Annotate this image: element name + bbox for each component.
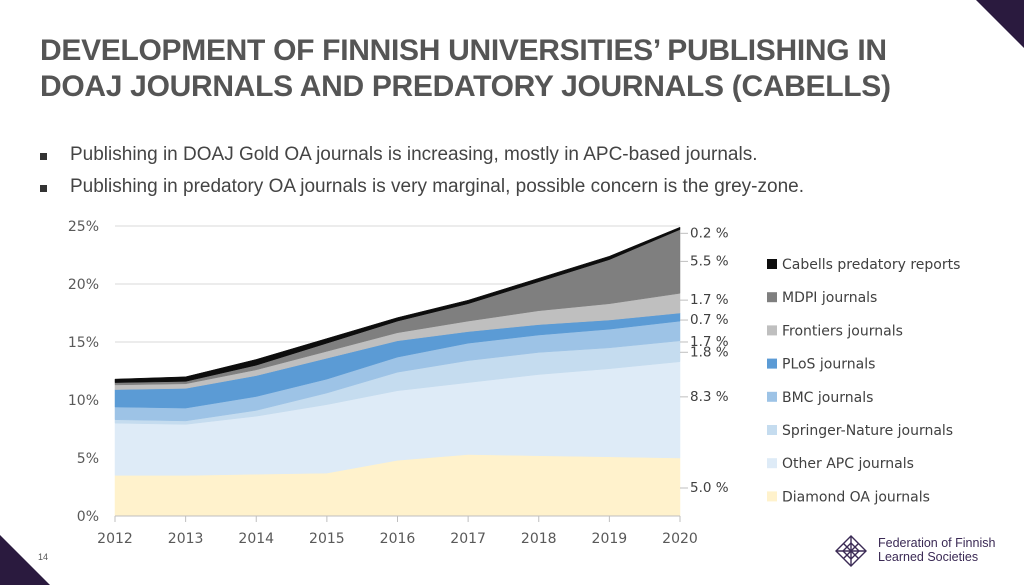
y-tick-label: 10% bbox=[68, 393, 99, 409]
x-tick-label: 2014 bbox=[238, 531, 274, 547]
data-label-springer-nature-journals: 1.8 % bbox=[690, 344, 729, 360]
data-label-bmc-journals: 1.7 % bbox=[690, 334, 729, 350]
x-tick-label: 2020 bbox=[662, 531, 698, 547]
legend-swatch-other-apc-journals bbox=[767, 458, 777, 469]
data-label-diamond-oa-journals: 5.0 % bbox=[690, 480, 729, 496]
area-cabells-predatory-reports bbox=[114, 226, 681, 383]
legend-label: Frontiers journals bbox=[782, 323, 903, 339]
legend-label: Diamond OA journals bbox=[782, 489, 930, 505]
page-number: 14 bbox=[38, 552, 49, 562]
corner-decoration-bottom-left bbox=[0, 535, 50, 585]
logo-text-line-1: Federation of Finnish bbox=[878, 536, 996, 550]
data-label-other-apc-journals: 8.3 % bbox=[690, 389, 729, 405]
square-bullet-icon bbox=[40, 185, 47, 192]
y-tick-label: 0% bbox=[77, 509, 99, 525]
x-tick-label: 2015 bbox=[309, 531, 345, 547]
x-tick-label: 2013 bbox=[168, 531, 204, 547]
x-tick-label: 2016 bbox=[380, 531, 416, 547]
legend-swatch-mdpi-journals bbox=[767, 292, 777, 303]
legend-swatch-diamond-oa-journals bbox=[767, 491, 777, 502]
legend-swatch-plos-journals bbox=[767, 358, 777, 369]
legend-swatch-bmc-journals bbox=[767, 391, 777, 402]
corner-decoration-top-right bbox=[976, 0, 1024, 48]
x-tick-label: 2017 bbox=[450, 531, 486, 547]
legend-label: Other APC journals bbox=[782, 456, 914, 472]
legend-swatch-springer-nature-journals bbox=[767, 425, 777, 435]
legend-label: Springer-Nature journals bbox=[782, 423, 953, 439]
x-tick-label: 2012 bbox=[97, 531, 133, 547]
data-label-cabells-predatory-reports: 0.2 % bbox=[690, 225, 729, 241]
federation-logo-icon bbox=[835, 535, 867, 567]
bullet-list: Publishing in DOAJ Gold OA journals is i… bbox=[40, 144, 940, 208]
data-label-mdpi-journals: 5.5 % bbox=[690, 253, 729, 269]
federation-logo: Federation of Finnish Learned Societies bbox=[834, 534, 1014, 568]
y-tick-label: 20% bbox=[68, 277, 99, 293]
bullet-text: Publishing in DOAJ Gold OA journals is i… bbox=[70, 144, 758, 165]
slide-title-line-2: DOAJ JOURNALS AND PREDATORY JOURNALS (CA… bbox=[40, 70, 891, 103]
federation-logo-text: Federation of Finnish Learned Societies bbox=[878, 536, 995, 564]
legend-label: Cabells predatory reports bbox=[782, 257, 960, 273]
legend-swatch-frontiers-journals bbox=[767, 325, 777, 336]
legend-swatch-cabells-predatory-reports bbox=[767, 259, 777, 269]
legend-label: PLoS journals bbox=[782, 357, 875, 373]
bullet-text: Publishing in predatory OA journals is v… bbox=[70, 176, 804, 197]
y-tick-label: 5% bbox=[77, 451, 99, 467]
bullet-item: Publishing in predatory OA journals is v… bbox=[40, 176, 940, 208]
stacked-area-chart: 0% 5% 10% 15% 20% 25% 2012 2013 2014 2015 2016 2017… bbox=[68, 219, 961, 547]
legend-label: MDPI journals bbox=[782, 290, 877, 306]
data-label-plos-journals: 0.7 % bbox=[690, 312, 729, 328]
slide-title-line-1: DEVELOPMENT OF FINNISH UNIVERSITIES’ PUB… bbox=[40, 34, 887, 67]
square-bullet-icon bbox=[40, 153, 47, 160]
y-tick-label: 25% bbox=[68, 219, 99, 235]
x-tick-label: 2018 bbox=[521, 531, 557, 547]
y-tick-label: 15% bbox=[68, 335, 99, 351]
x-tick-label: 2019 bbox=[592, 531, 628, 547]
logo-text-line-2: Learned Societies bbox=[878, 550, 979, 564]
legend-label: BMC journals bbox=[782, 390, 873, 406]
bullet-item: Publishing in DOAJ Gold OA journals is i… bbox=[40, 144, 940, 176]
slide-title: DEVELOPMENT OF FINNISH UNIVERSITIES’ PUB… bbox=[40, 33, 980, 105]
data-label-frontiers-journals: 1.7 % bbox=[690, 292, 729, 308]
